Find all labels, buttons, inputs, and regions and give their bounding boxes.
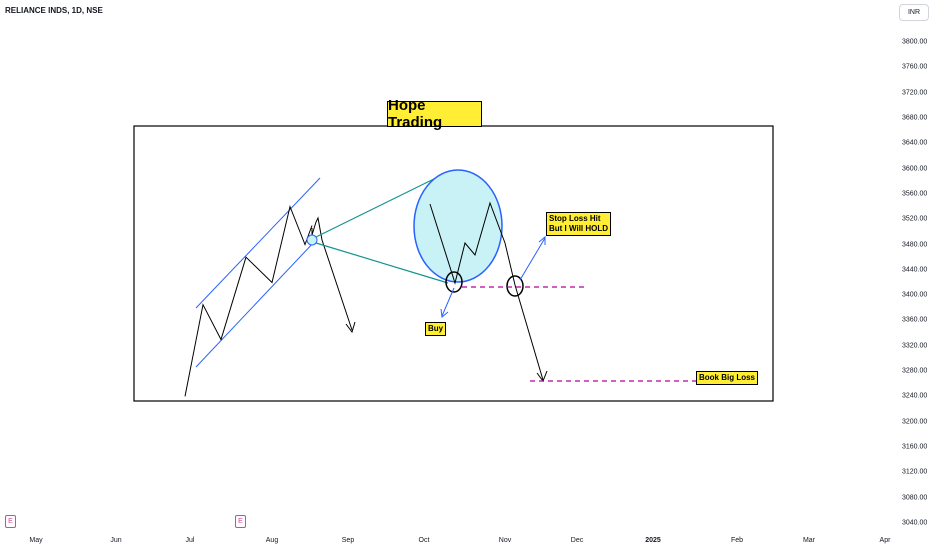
earnings-event-icon[interactable]: E: [235, 515, 246, 528]
chart-canvas[interactable]: [0, 0, 898, 531]
currency-selector[interactable]: INR: [899, 4, 929, 21]
price-tick-label: 3200.00: [902, 418, 928, 426]
price-tick-label: 3280.00: [902, 367, 928, 375]
price-tick-label: 3400.00: [902, 291, 928, 299]
drop-path: [311, 216, 353, 331]
price-tick-label: 3320.00: [902, 342, 928, 350]
stop-loss-circle: [506, 275, 524, 297]
hold-arrow-head: [538, 235, 546, 245]
stop-loss-note-line2: But I Will HOLD: [549, 224, 609, 233]
price-tick-label: 3640.00: [902, 139, 928, 147]
hope-trading-title: Hope Trading: [387, 97, 482, 131]
price-tick-label: 3080.00: [902, 494, 928, 502]
price-tick-label: 3720.00: [902, 89, 928, 97]
drop-arrow-head: [345, 321, 356, 334]
price-tick-label: 3800.00: [902, 38, 928, 46]
zoom-circle: [413, 169, 503, 283]
time-tick-label: Jun: [110, 537, 122, 544]
hold-arrow-line: [519, 237, 546, 281]
price-tick-label: 3360.00: [902, 316, 928, 324]
price-tick-label: 3680.00: [902, 114, 928, 122]
stop-loss-note: Stop Loss Hit But I Will HOLD: [546, 212, 612, 236]
buy-point-circle: [445, 271, 463, 293]
buy-note: Buy: [425, 322, 447, 336]
time-tick-label: Dec: [570, 537, 584, 544]
time-tick-label: Apr: [879, 537, 891, 544]
time-tick-label: Aug: [265, 537, 279, 544]
channel-upper-line: [195, 177, 321, 309]
book-loss-note: Book Big Loss: [696, 371, 759, 385]
zoom-line-lower: [315, 242, 449, 284]
focus-point-circle: [306, 234, 318, 246]
time-tick-label: Sep: [341, 537, 355, 544]
zoom-line-upper: [315, 171, 449, 238]
price-tick-label: 3040.00: [902, 519, 928, 527]
channel-lower-line: [195, 239, 317, 368]
price-tick-label: 3760.00: [902, 63, 928, 71]
stop-loss-note-line1: Stop Loss Hit: [549, 214, 601, 223]
price-tick-label: 3480.00: [902, 241, 928, 249]
price-tick-label: 3120.00: [902, 468, 928, 476]
time-axis[interactable]: May Jun Jul Aug Sep Oct Nov Dec 2025 Feb Mar Apr: [0, 531, 898, 550]
earnings-event-icon[interactable]: E: [5, 515, 16, 528]
price-series-line: [184, 204, 313, 397]
symbol-title: RELIANCE INDS, 1D, NSE: [5, 6, 103, 15]
price-tick-label: 3160.00: [902, 443, 928, 451]
time-tick-label: Jul: [185, 537, 195, 544]
time-tick-label: Mar: [802, 537, 816, 544]
price-axis[interactable]: 3800.00 3760.00 3720.00 3680.00 3640.00 3600.…: [898, 0, 932, 550]
buy-arrow-line: [441, 287, 455, 317]
price-tick-label: 3520.00: [902, 215, 928, 223]
time-tick-label: May: [29, 537, 43, 544]
price-tick-label: 3600.00: [902, 165, 928, 173]
price-tick-label: 3440.00: [902, 266, 928, 274]
time-tick-label: Feb: [730, 537, 744, 544]
time-tick-label: Nov: [498, 537, 512, 544]
price-tick-label: 3240.00: [902, 392, 928, 400]
time-tick-label: 2025: [645, 537, 661, 544]
zoomed-price-path: [429, 201, 544, 381]
buy-arrow-head: [440, 308, 449, 318]
price-tick-label: 3560.00: [902, 190, 928, 198]
time-tick-label: Oct: [418, 537, 430, 544]
